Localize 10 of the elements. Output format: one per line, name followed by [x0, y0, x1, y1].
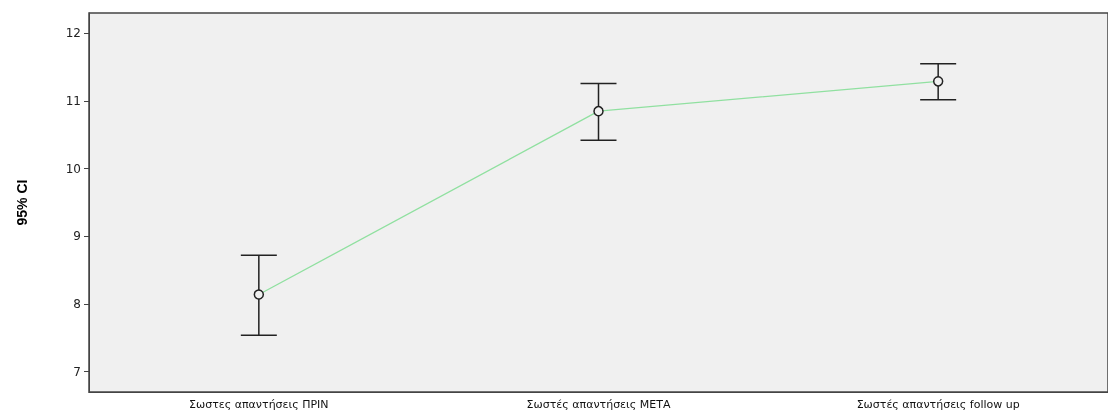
x-tick-label: Σωστές απαντήσεις ΜΕΤΑ	[526, 398, 671, 410]
y-tick-label: 7	[73, 364, 81, 379]
y-tick-label: 12	[65, 26, 81, 41]
y-tick-label: 8	[73, 297, 81, 312]
y-tick-label: 11	[65, 93, 81, 108]
y-axis-title: 95% CI	[14, 179, 30, 226]
x-tick-label: Σωστες απαντήσεις ΠΡΙΝ	[189, 398, 329, 410]
y-tick-label: 10	[65, 161, 81, 176]
x-tick-label: Σωστές απαντήσεις follow up	[856, 398, 1020, 410]
y-tick-label: 9	[73, 229, 81, 244]
